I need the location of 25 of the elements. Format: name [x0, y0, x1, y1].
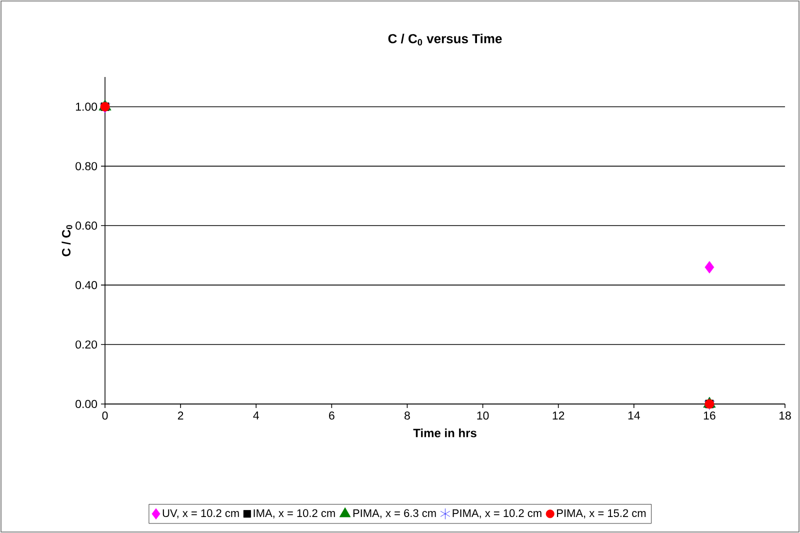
x-axis-title: Time in hrs	[413, 428, 476, 438]
legend-label: PIMA, x = 10.2 cm	[452, 509, 542, 518]
x-tick-label: 2	[178, 412, 184, 420]
y-tick-label: 0.20	[76, 340, 98, 349]
y-tick-label: 0.60	[76, 222, 98, 230]
x-tick-label: 6	[329, 412, 334, 420]
x-tick-label: 0	[102, 412, 108, 420]
legend-label: PIMA, x = 15.2 cm	[557, 509, 646, 518]
x-tick-label: 8	[404, 412, 410, 420]
x-tick-label: 16	[704, 412, 716, 420]
legend-label: IMA, x = 10.2 cm	[254, 509, 335, 518]
y-tick-label: 0.00	[76, 400, 98, 408]
y-axis-title: C / C$_{0}$	[62, 225, 72, 256]
y-tick-label: 1.00	[76, 102, 98, 111]
x-tick-label: 12	[552, 412, 564, 420]
legend-label: UV, x = 10.2 cm	[162, 509, 239, 518]
x-tick-label: 14	[628, 412, 640, 420]
point	[704, 261, 714, 274]
x-tick-label: 18	[779, 412, 791, 420]
legend-label: PIMA, x = 6.3 cm	[353, 509, 436, 518]
y-tick-label: 0.80	[76, 162, 98, 170]
x-tick-label: 4	[253, 412, 259, 420]
x-tick-label: 10	[477, 412, 489, 420]
chart-title: C / C$_{0}$ versus Time	[388, 34, 502, 46]
y-tick-label: 0.40	[76, 281, 98, 290]
